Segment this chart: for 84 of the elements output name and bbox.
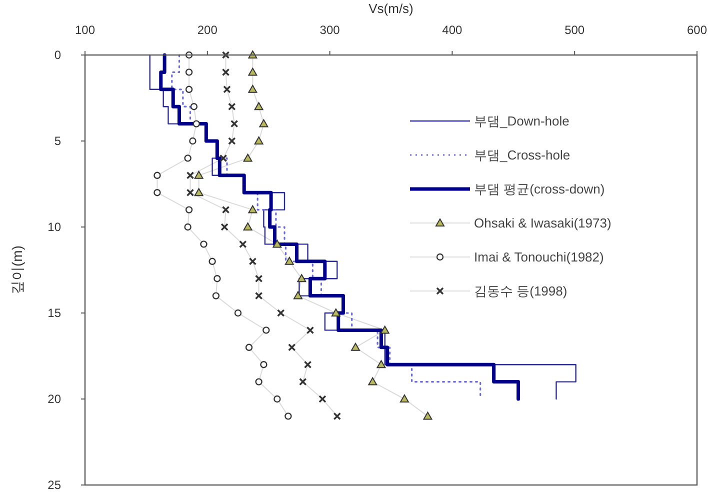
y-tick-label: 15: [48, 306, 62, 320]
point: [200, 240, 208, 248]
point: [248, 84, 258, 93]
point: [230, 120, 238, 128]
y-tick-label: 10: [48, 220, 62, 234]
legend-label: 부댐_Cross-hole: [474, 148, 570, 163]
point: [318, 395, 326, 403]
x-tick-label: 500: [564, 23, 585, 37]
point: [254, 274, 263, 282]
x-axis-title: Vs(m/s): [368, 1, 414, 16]
point: [185, 206, 193, 214]
point: [190, 103, 198, 110]
point: [243, 222, 252, 230]
point: [245, 344, 253, 351]
point: [238, 240, 247, 248]
x-tick-label: 200: [197, 23, 218, 37]
point: [228, 102, 236, 110]
point: [243, 154, 252, 162]
x-tick-label: 600: [686, 23, 708, 37]
point: [220, 223, 228, 231]
point: [219, 154, 228, 162]
y-tick-label: 5: [54, 134, 62, 148]
point: [189, 137, 196, 145]
point: [223, 86, 231, 94]
point: [254, 102, 264, 110]
point: [400, 394, 409, 402]
point: [274, 395, 281, 403]
point: [254, 136, 264, 144]
point: [254, 292, 263, 300]
point: [248, 205, 258, 214]
point: [154, 172, 161, 179]
point: [351, 342, 360, 351]
legend-label: 김동수 등(1998): [474, 284, 568, 299]
point: [222, 68, 230, 76]
point: [298, 378, 307, 386]
legend-label: Ohsaki & Iwasaki(1973): [474, 216, 612, 231]
point: [186, 172, 194, 180]
x-tick-label: 400: [442, 23, 463, 37]
y-tick-label: 0: [54, 48, 62, 62]
point: [184, 154, 192, 162]
point: [306, 326, 314, 334]
point: [255, 378, 262, 386]
y-axis-title: 깊이(m): [9, 246, 25, 294]
point: [234, 309, 242, 317]
point: [259, 119, 268, 128]
point: [262, 326, 270, 334]
point: [284, 412, 292, 420]
point: [333, 412, 342, 420]
point: [194, 188, 204, 196]
point: [368, 377, 378, 386]
point: [186, 188, 194, 196]
point: [212, 292, 220, 300]
point: [248, 68, 258, 76]
point: [248, 258, 257, 266]
point: [184, 223, 192, 231]
point: [260, 361, 268, 368]
point: [304, 360, 312, 368]
point: [276, 309, 285, 317]
point: [272, 240, 282, 248]
x-tick-label: 100: [74, 23, 96, 37]
legend-label: 부댐_Down-hole: [474, 114, 570, 129]
point: [185, 86, 193, 93]
point: [297, 274, 306, 282]
point: [288, 344, 296, 352]
point: [376, 360, 386, 368]
point: [214, 275, 221, 282]
point: [192, 120, 200, 128]
legend-label: Imai & Tonouchi(1982): [474, 250, 604, 265]
legend-label: 부댐 평균(cross-down): [474, 182, 605, 197]
y-tick-label: 25: [48, 478, 62, 492]
x-tick-label: 300: [320, 23, 340, 37]
y-tick-label: 20: [48, 392, 62, 406]
point: [194, 170, 204, 179]
point: [208, 258, 216, 265]
point: [331, 308, 340, 316]
point: [228, 137, 236, 145]
point: [222, 51, 230, 59]
point: [293, 291, 302, 300]
point: [185, 68, 193, 76]
point: [154, 189, 161, 196]
point: [380, 326, 390, 334]
point: [222, 206, 230, 214]
point: [423, 412, 432, 420]
point: [284, 256, 294, 265]
